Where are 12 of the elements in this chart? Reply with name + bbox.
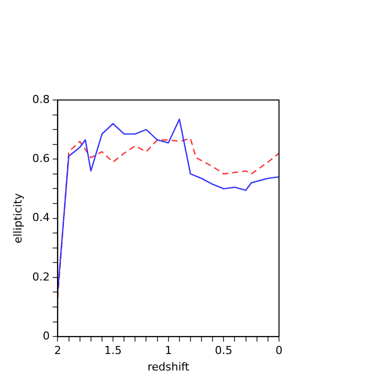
y-tick-label: 0.4 (32, 211, 50, 224)
x-tick-label: 1 (164, 344, 172, 358)
y-tick-label: 0.8 (32, 92, 50, 106)
x-tick-label: 0.5 (214, 344, 232, 358)
x-axis-title: redshift (147, 360, 190, 374)
y-tick-label: 0.6 (32, 152, 50, 166)
y-tick-label: 0.2 (32, 270, 50, 284)
y-tick-label: 0 (42, 329, 50, 342)
x-tick-label: 2 (54, 344, 62, 358)
x-tick-label: 1.5 (104, 344, 122, 358)
x-tick-label: 0 (276, 344, 282, 358)
y-axis-title: ellipticity (11, 192, 24, 244)
